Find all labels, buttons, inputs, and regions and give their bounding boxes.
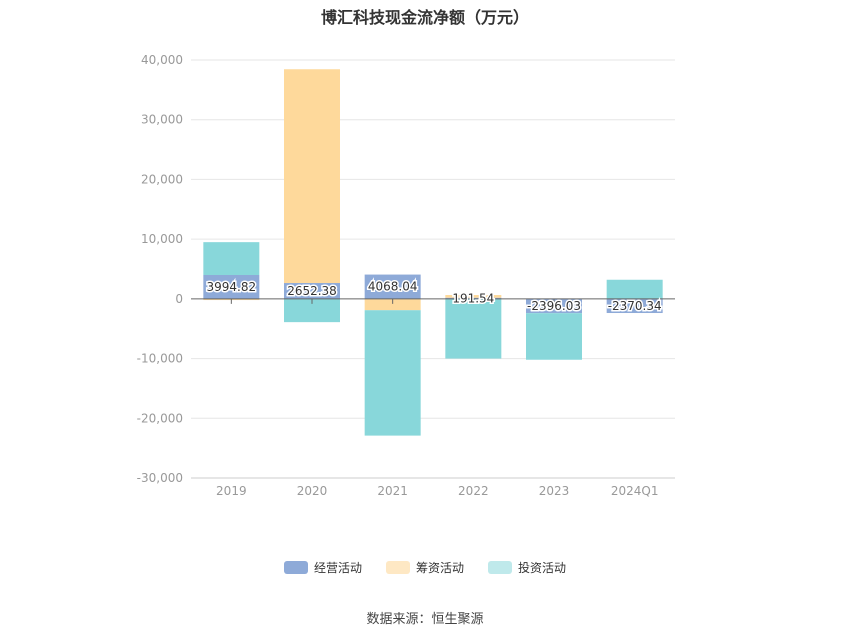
bar-operating <box>284 283 340 299</box>
legend-item-financing[interactable]: 筹资活动 <box>385 559 464 576</box>
source-note: 数据来源：恒生聚源 <box>366 612 484 627</box>
data-label: 191.54 <box>452 291 494 305</box>
bar-investing <box>364 310 421 436</box>
y-tick-label: -20,000 <box>137 411 183 425</box>
bar-investing <box>203 242 260 276</box>
bar-investing <box>445 298 502 359</box>
y-tick-label: 10,000 <box>141 232 183 246</box>
y-tick-label: -30,000 <box>137 471 183 485</box>
y-axis-ticks: 40,000 30,000 20,000 10,000 0 -10,000 -20,000 -… <box>137 53 183 485</box>
data-label: -2370.34 <box>608 299 662 313</box>
data-label: 3994.82 <box>207 280 257 294</box>
y-tick-label: -10,000 <box>137 352 183 366</box>
y-tick-label: 0 <box>175 292 183 306</box>
bar-investing <box>606 279 663 299</box>
legend-label: 经营活动 <box>313 561 362 575</box>
x-tick-label: 2024Q1 <box>611 484 659 498</box>
legend-label: 筹资活动 <box>415 561 464 575</box>
y-tick-label: 20,000 <box>141 172 183 186</box>
bar-operating <box>364 274 421 299</box>
legend-label: 投资活动 <box>518 561 567 575</box>
data-label: -2396.03 <box>527 299 581 313</box>
bar-operating <box>203 275 260 299</box>
bar-operating <box>445 297 502 299</box>
x-axis-ticks: 2019 2020 2021 2022 2023 2024Q1 <box>216 298 659 498</box>
gridlines <box>191 59 675 479</box>
legend-swatch <box>283 561 308 574</box>
x-tick-label: 2023 <box>539 484 570 498</box>
legend-swatch <box>488 561 512 574</box>
y-tick-label: 40,000 <box>141 53 183 67</box>
x-tick-label: 2021 <box>377 484 408 498</box>
y-tick-label: 30,000 <box>141 113 183 127</box>
bar-operating <box>606 298 663 314</box>
bar-investing <box>526 313 582 360</box>
bars <box>203 69 663 436</box>
bar-financing <box>284 69 340 284</box>
bar-financing <box>445 295 502 298</box>
x-tick-label: 2019 <box>216 484 247 498</box>
data-labels: 3994.82 2652.38 4068.04 191.54 -2396.03 -2370… <box>205 278 663 314</box>
axes <box>191 298 675 479</box>
bar-financing <box>364 298 421 311</box>
legend: 经营活动 筹资活动 投资活动 <box>0 559 850 576</box>
x-tick-label: 2020 <box>297 484 328 498</box>
data-label: 2652.38 <box>287 284 337 298</box>
chart-title: 博汇科技现金流净额（万元） <box>320 8 529 27</box>
x-tick-label: 2022 <box>458 484 489 498</box>
bar-operating <box>526 298 582 314</box>
legend-item-operating[interactable]: 经营活动 <box>283 559 362 576</box>
data-label: 4068.04 <box>368 280 418 294</box>
bar-investing <box>284 298 340 323</box>
legend-swatch <box>385 561 410 574</box>
legend-item-investing[interactable]: 投资活动 <box>488 559 566 576</box>
